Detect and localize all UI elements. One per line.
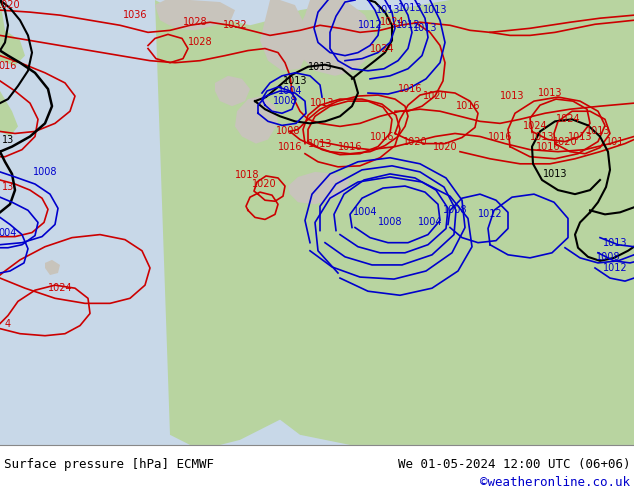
Text: Surface pressure [hPa] ECMWF: Surface pressure [hPa] ECMWF [4,458,214,471]
Text: 1013: 1013 [310,98,334,108]
Text: 1013: 1013 [586,126,611,136]
Text: 101: 101 [606,137,624,147]
Polygon shape [0,91,18,137]
Polygon shape [155,0,235,30]
Text: 1013: 1013 [307,62,332,72]
Text: 1008: 1008 [33,167,57,177]
Text: 13: 13 [2,135,14,145]
Text: 1016: 1016 [370,131,394,142]
Text: 1024: 1024 [370,44,394,53]
Text: 1020: 1020 [403,137,427,147]
Text: 1020: 1020 [423,91,448,101]
Text: 1004: 1004 [278,86,302,96]
Text: 1016: 1016 [536,142,560,151]
Text: 016: 016 [0,61,17,71]
Text: 1013: 1013 [283,76,307,86]
Text: 1024: 1024 [555,114,580,124]
Text: 1008: 1008 [443,205,467,215]
Text: 1012: 1012 [603,263,627,273]
Text: 1016: 1016 [398,84,422,94]
Text: 1013: 1013 [603,238,627,247]
Polygon shape [295,0,375,76]
Text: 1004: 1004 [418,218,443,227]
Polygon shape [235,96,278,144]
Text: 1008: 1008 [276,126,301,136]
Text: 1013: 1013 [423,5,447,15]
Text: ©weatheronline.co.uk: ©weatheronline.co.uk [480,476,630,489]
Text: 1013: 1013 [530,131,554,142]
Text: 13: 13 [2,182,14,192]
Text: 1012: 1012 [358,20,382,30]
Text: 1016: 1016 [488,131,512,142]
Text: 1013: 1013 [398,3,422,13]
Text: 1004: 1004 [353,207,377,218]
Text: 1013: 1013 [543,169,567,179]
Polygon shape [288,172,350,204]
Text: 1016: 1016 [338,142,362,151]
Text: 1016: 1016 [456,101,480,111]
Text: 1013: 1013 [500,91,524,101]
Text: 1008: 1008 [596,252,620,262]
Text: 1024: 1024 [48,283,72,293]
Polygon shape [155,0,634,445]
Text: 1018: 1018 [235,170,259,180]
Polygon shape [0,0,25,66]
Text: 1024: 1024 [380,17,404,27]
Polygon shape [45,260,60,275]
Text: 1016: 1016 [278,142,302,151]
Text: 1020: 1020 [252,179,276,189]
Text: 1013: 1013 [568,131,592,142]
Text: 1008: 1008 [378,218,402,227]
Polygon shape [215,76,250,106]
Text: 1036: 1036 [123,10,147,20]
Text: 1032: 1032 [223,20,247,30]
Text: We 01-05-2024 12:00 UTC (06+06): We 01-05-2024 12:00 UTC (06+06) [398,458,630,471]
Text: 1008: 1008 [273,96,297,106]
Text: 1028: 1028 [188,37,212,48]
Text: 1020: 1020 [0,0,20,10]
Text: 1013: 1013 [376,5,400,15]
Text: 1020: 1020 [553,137,578,147]
Text: 1013: 1013 [538,88,562,98]
Text: 004: 004 [0,227,17,238]
Text: 1024: 1024 [522,122,547,131]
Text: 1028: 1028 [183,17,207,27]
Text: 1020: 1020 [432,142,457,151]
Text: 1012: 1012 [396,20,420,30]
Text: 4: 4 [5,318,11,329]
Text: 1013: 1013 [307,139,332,148]
Text: 1012: 1012 [477,209,502,220]
Text: 1013: 1013 [413,24,437,33]
Polygon shape [260,0,308,71]
